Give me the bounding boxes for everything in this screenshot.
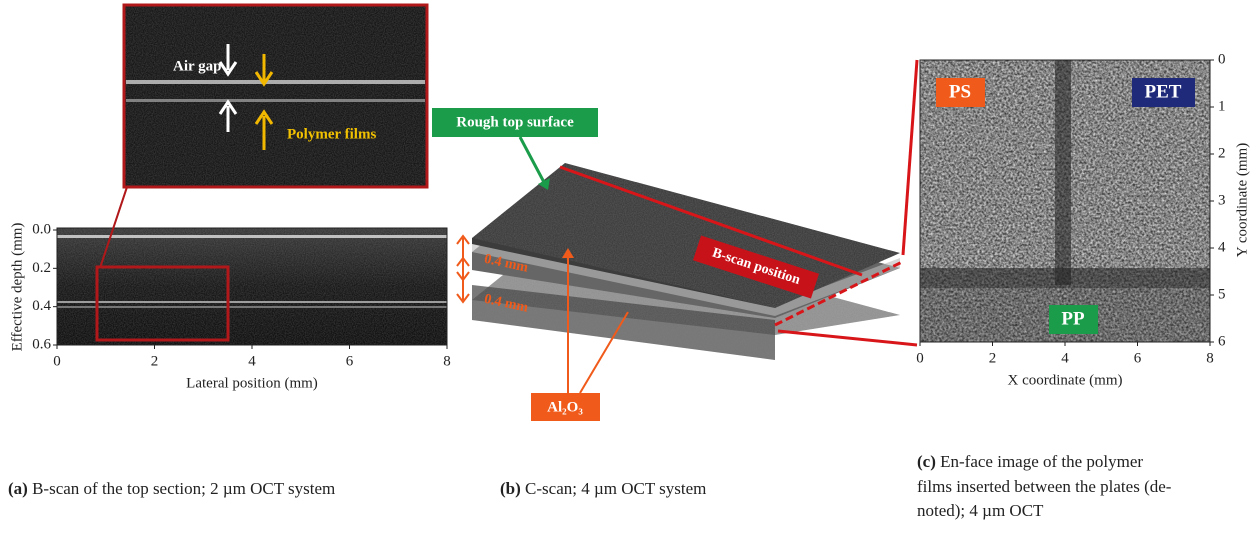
caption-label: (b) bbox=[500, 479, 521, 498]
inset-image bbox=[124, 5, 427, 187]
caption-text: noted); 4 µm OCT bbox=[917, 501, 1044, 520]
x-tick-label: 0 bbox=[916, 350, 924, 366]
x-tick-label: 2 bbox=[989, 350, 997, 366]
annotation: PP bbox=[1061, 308, 1085, 329]
x-tick-label: 0 bbox=[53, 353, 61, 369]
x-tick-label: 4 bbox=[1061, 350, 1069, 366]
x-tick-label: 2 bbox=[151, 353, 159, 369]
b-scan-image bbox=[57, 187, 447, 345]
figure: Air gap Polymer films Lateral position (… bbox=[0, 0, 1256, 548]
x-tick-label: 4 bbox=[248, 353, 256, 369]
annotation: PS bbox=[949, 81, 971, 102]
y-axis-label: Y coordinate (mm) bbox=[1234, 143, 1250, 257]
y-tick-label: 6 bbox=[1218, 333, 1226, 349]
y-tick-label: 3 bbox=[1218, 192, 1226, 208]
x-tick-label: 8 bbox=[443, 353, 451, 369]
x-axis-label: Lateral position (mm) bbox=[186, 375, 318, 391]
annotation: Air gap bbox=[173, 58, 221, 74]
annotation: PET bbox=[1145, 81, 1182, 102]
caption-text: En-face image of the polymer bbox=[940, 452, 1143, 471]
caption-label: (a) bbox=[8, 479, 28, 498]
caption-label: (c) bbox=[917, 452, 936, 471]
y-tick-label: 1 bbox=[1218, 98, 1226, 114]
y-tick-label: 0 bbox=[1218, 51, 1226, 67]
y-tick-label: 0.2 bbox=[32, 260, 51, 276]
y-tick-label: 0.4 bbox=[32, 298, 51, 314]
caption: (b) C-scan; 4 µm OCT system bbox=[500, 479, 706, 498]
caption-text: B-scan of the top section; 2 µm OCT syst… bbox=[32, 479, 335, 498]
x-axis-label: X coordinate (mm) bbox=[1008, 372, 1123, 388]
y-tick-label: 2 bbox=[1218, 145, 1226, 161]
y-tick-label: 5 bbox=[1218, 286, 1226, 302]
caption-text: C-scan; 4 µm OCT system bbox=[525, 479, 706, 498]
x-tick-label: 6 bbox=[346, 353, 354, 369]
y-tick-label: 0.6 bbox=[32, 336, 51, 352]
x-tick-label: 8 bbox=[1206, 350, 1214, 366]
annotation: Polymer films bbox=[287, 126, 376, 142]
y-tick-label: 0.0 bbox=[32, 221, 51, 237]
caption: (a) B-scan of the top section; 2 µm OCT … bbox=[8, 479, 335, 498]
caption: (c) En-face image of the polymer bbox=[917, 452, 1143, 471]
x-tick-label: 6 bbox=[1134, 350, 1142, 366]
y-tick-label: 4 bbox=[1218, 239, 1226, 255]
y-axis-label: Effective depth (mm) bbox=[9, 223, 25, 352]
caption-text: films inserted between the plates (de- bbox=[917, 477, 1172, 496]
annotation: Rough top surface bbox=[456, 114, 574, 130]
annotation: Al₂O₃ bbox=[547, 399, 583, 415]
